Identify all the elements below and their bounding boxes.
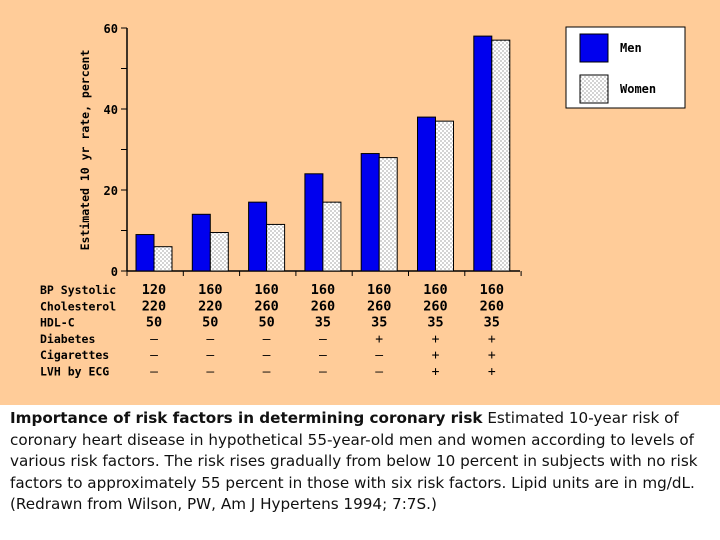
risk-factor-value: + — [488, 332, 496, 347]
y-tick-label: 20 — [104, 184, 118, 198]
y-tick-label: 60 — [104, 22, 118, 36]
risk-factor-label: Diabetes — [40, 332, 95, 346]
risk-factor-value: + — [488, 365, 496, 380]
risk-factor-value: 160 — [367, 282, 391, 298]
risk-factor-value: – — [319, 332, 327, 347]
risk-factor-value: – — [263, 332, 271, 347]
risk-factor-label: BP Systolic — [40, 283, 116, 297]
risk-factor-value: – — [150, 348, 158, 363]
y-axis-label: Estimated 10 yr rate, percent — [78, 50, 92, 251]
risk-factor-value: 50 — [202, 315, 218, 331]
risk-factor-value: 160 — [198, 282, 222, 298]
risk-factor-value: – — [375, 365, 383, 380]
caption-title: Importance of risk factors in determinin… — [10, 409, 483, 427]
risk-factor-value: 260 — [311, 298, 335, 314]
figure-caption: Importance of risk factors in determinin… — [10, 408, 712, 516]
bar-men — [360, 153, 380, 272]
bar-men — [473, 35, 493, 272]
risk-factor-value: 160 — [423, 282, 447, 298]
bar-women — [491, 39, 511, 272]
y-tick-label: 40 — [104, 103, 118, 117]
legend-swatch-men — [579, 33, 609, 63]
risk-factor-value: 120 — [142, 282, 166, 298]
risk-factor-label: Cholesterol — [40, 299, 116, 313]
risk-factor-value: 220 — [142, 298, 166, 314]
risk-factor-value: 260 — [367, 298, 391, 314]
bar-men — [304, 173, 324, 272]
risk-factor-value: 260 — [254, 298, 278, 314]
risk-factor-value: – — [150, 365, 158, 380]
risk-factor-value: – — [319, 365, 327, 380]
bar-men — [417, 116, 436, 272]
risk-factor-value: 50 — [146, 315, 162, 331]
bar-women — [209, 232, 229, 272]
risk-factor-value: 35 — [484, 315, 500, 331]
y-tick-label: 0 — [111, 265, 118, 279]
caption-body: Estimated 10-year risk of coronary heart… — [10, 409, 698, 514]
bar-men — [191, 213, 211, 272]
bar-women — [266, 223, 286, 272]
risk-factor-value: – — [150, 332, 158, 347]
bar-men — [135, 234, 155, 272]
risk-factor-value: – — [206, 348, 214, 363]
risk-factor-value: – — [375, 348, 383, 363]
chart-area: 0 20 40 60 Estimated 10 yr rate, percent BP … — [0, 0, 720, 405]
risk-factor-value: 160 — [254, 282, 278, 298]
risk-factor-value: – — [319, 348, 327, 363]
risk-factor-label: LVH by ECG — [40, 365, 109, 379]
risk-factor-label: Cigarettes — [40, 348, 109, 362]
risk-factor-value: 35 — [315, 315, 331, 331]
legend-label-men: Men — [620, 41, 642, 55]
legend-swatch-women — [579, 74, 609, 104]
risk-factor-value: – — [263, 348, 271, 363]
bar-chart: 0 20 40 60 Estimated 10 yr rate, percent BP … — [40, 22, 686, 380]
risk-factor-value: – — [206, 332, 214, 347]
bar-women — [435, 120, 454, 272]
risk-factor-value: + — [488, 348, 496, 363]
risk-factor-value: 50 — [258, 315, 274, 331]
legend-label-women: Women — [620, 82, 656, 96]
risk-factor-value: 160 — [311, 282, 335, 298]
risk-factor-label: HDL-C — [40, 316, 75, 330]
risk-factor-value: + — [432, 348, 440, 363]
risk-factor-value: 260 — [480, 298, 504, 314]
risk-factor-value: 160 — [480, 282, 504, 298]
risk-factor-value: – — [206, 365, 214, 380]
risk-factor-value: + — [432, 332, 440, 347]
risk-factor-value: 35 — [371, 315, 387, 331]
risk-factor-value: – — [263, 365, 271, 380]
bar-women — [322, 201, 342, 272]
bar-women — [153, 246, 173, 272]
risk-factor-value: 35 — [427, 315, 443, 331]
risk-factor-value: + — [432, 365, 440, 380]
bar-women — [378, 157, 398, 272]
bar-men — [248, 201, 268, 272]
risk-factor-value: + — [375, 332, 383, 347]
risk-factor-value: 260 — [423, 298, 447, 314]
risk-factor-value: 220 — [198, 298, 222, 314]
